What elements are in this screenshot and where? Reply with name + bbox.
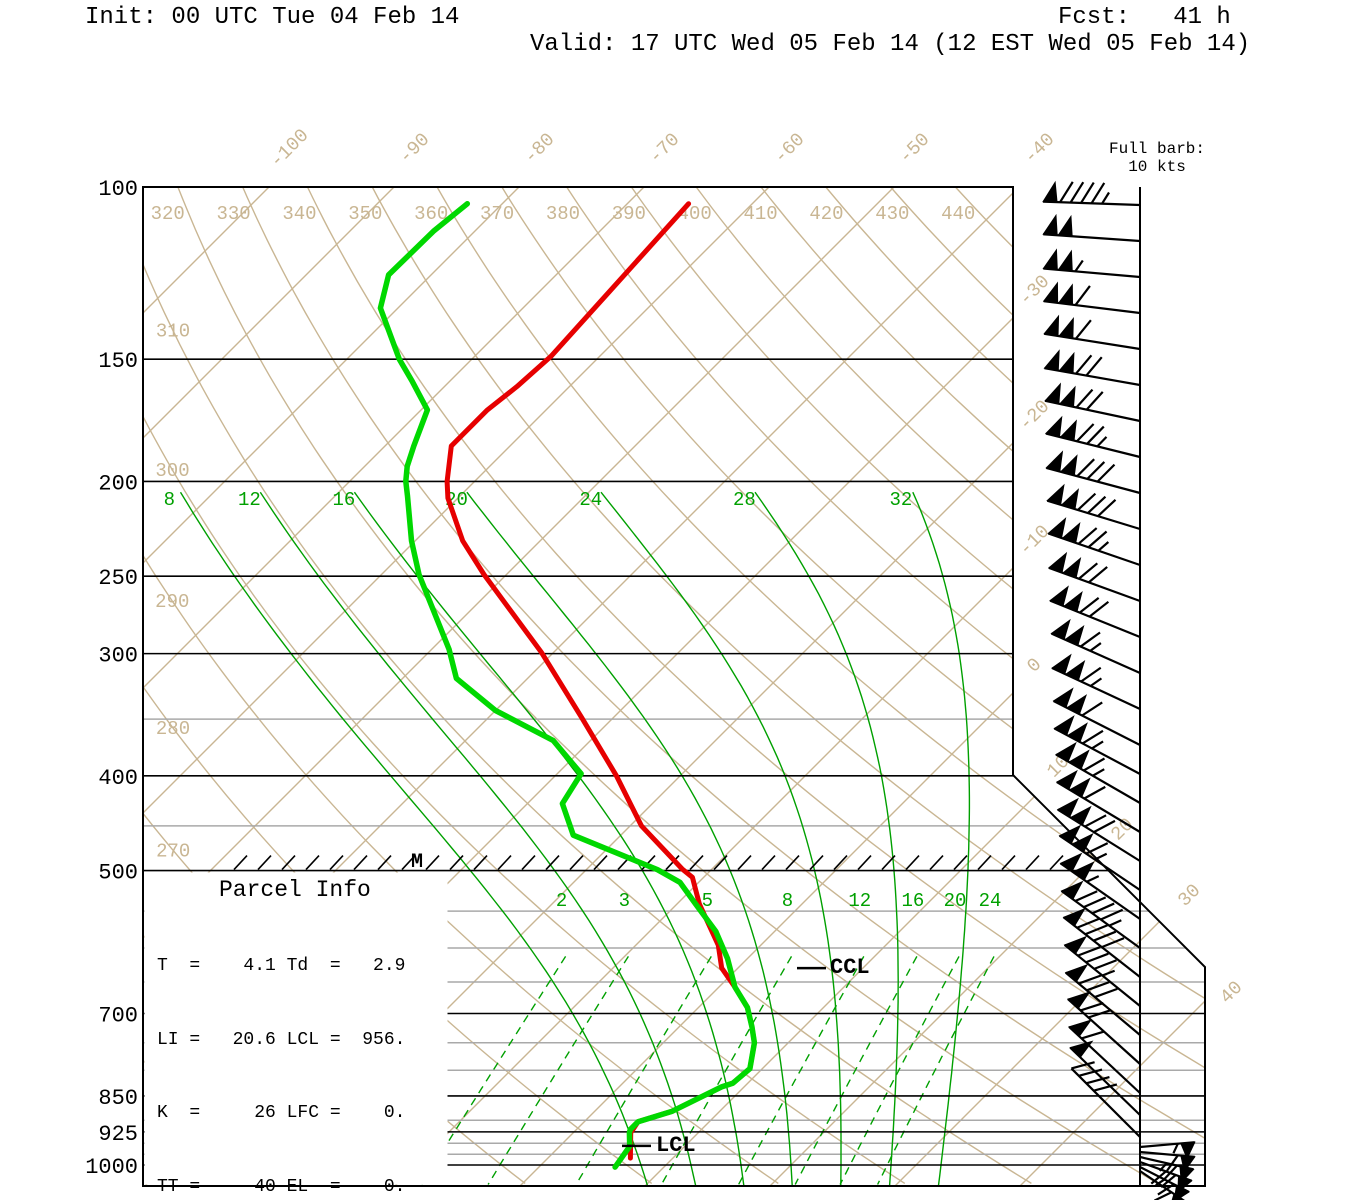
svg-text:250: 250 xyxy=(98,566,138,591)
svg-text:-70: -70 xyxy=(645,129,685,169)
svg-text:-100: -100 xyxy=(266,125,314,173)
svg-text:28: 28 xyxy=(733,489,756,511)
svg-text:430: 430 xyxy=(875,203,909,225)
svg-text:24: 24 xyxy=(979,890,1002,912)
svg-text:12: 12 xyxy=(848,890,871,912)
svg-text:32: 32 xyxy=(889,489,912,511)
svg-text:440: 440 xyxy=(941,203,975,225)
svg-text:420: 420 xyxy=(809,203,843,225)
svg-text:-90: -90 xyxy=(395,129,435,169)
svg-text:-80: -80 xyxy=(520,129,560,169)
svg-text:16: 16 xyxy=(901,890,924,912)
svg-text:700: 700 xyxy=(98,1004,138,1029)
svg-text:2: 2 xyxy=(556,890,567,912)
svg-text:16: 16 xyxy=(332,489,355,511)
barb-legend-line2: 10 kts xyxy=(1128,158,1186,176)
svg-text:400: 400 xyxy=(678,203,712,225)
svg-text:300: 300 xyxy=(98,644,138,669)
svg-text:340: 340 xyxy=(282,203,316,225)
svg-text:8: 8 xyxy=(782,890,793,912)
svg-text:20: 20 xyxy=(1107,814,1139,846)
init-time: Init: 00 UTC Tue 04 Feb 14 xyxy=(85,4,460,31)
svg-text:5: 5 xyxy=(702,890,713,912)
svg-text:-30: -30 xyxy=(1015,271,1055,311)
parcel-row-t-td: T = 4.1 Td = 2.9 xyxy=(157,956,406,977)
lcl-marker-label: LCL xyxy=(656,1132,696,1158)
svg-text:310: 310 xyxy=(156,321,190,343)
parcel-row-tt-el: TT = 40 EL = 0. xyxy=(157,1177,406,1198)
svg-text:925: 925 xyxy=(98,1122,138,1147)
svg-text:280: 280 xyxy=(156,718,190,740)
svg-text:40: 40 xyxy=(1216,977,1248,1009)
ccl-marker-label: CCL xyxy=(830,955,870,981)
svg-text:-40: -40 xyxy=(1020,129,1060,169)
parcel-row-k-lfc: K = 26 LFC = 0. xyxy=(157,1103,406,1124)
svg-text:380: 380 xyxy=(546,203,580,225)
svg-text:30: 30 xyxy=(1174,880,1206,912)
svg-text:20: 20 xyxy=(944,890,967,912)
wind-barb-legend: Full barb: 10 kts xyxy=(1092,140,1222,176)
svg-text:390: 390 xyxy=(612,203,646,225)
svg-text:290: 290 xyxy=(155,591,189,613)
forecast-hour: Fcst: 41 h xyxy=(1058,4,1231,31)
svg-text:300: 300 xyxy=(155,460,189,482)
svg-text:330: 330 xyxy=(216,203,250,225)
svg-text:320: 320 xyxy=(151,203,185,225)
parcel-info-title: Parcel Info xyxy=(219,877,371,903)
svg-text:24: 24 xyxy=(579,489,602,511)
svg-text:500: 500 xyxy=(98,861,138,886)
svg-text:3: 3 xyxy=(619,890,630,912)
valid-time: Valid: 17 UTC Wed 05 Feb 14 (12 EST Wed … xyxy=(530,31,1251,58)
svg-text:350: 350 xyxy=(348,203,382,225)
svg-text:850: 850 xyxy=(98,1086,138,1111)
svg-text:100: 100 xyxy=(98,177,138,202)
svg-text:270: 270 xyxy=(156,841,190,863)
svg-text:0: 0 xyxy=(1023,654,1047,678)
svg-text:-50: -50 xyxy=(895,129,935,169)
svg-text:-60: -60 xyxy=(770,129,810,169)
svg-text:400: 400 xyxy=(98,766,138,791)
svg-text:8: 8 xyxy=(164,489,175,511)
barb-legend-line1: Full barb: xyxy=(1108,140,1205,158)
svg-text:-10: -10 xyxy=(1015,521,1055,561)
m-marker-label: M xyxy=(411,850,424,874)
svg-text:370: 370 xyxy=(480,203,514,225)
svg-text:410: 410 xyxy=(743,203,777,225)
svg-text:1000: 1000 xyxy=(85,1155,138,1180)
svg-text:150: 150 xyxy=(98,349,138,374)
svg-text:360: 360 xyxy=(414,203,448,225)
parcel-info-panel: T = 4.1 Td = 2.9 LI = 20.6 LCL = 956. K … xyxy=(157,905,405,1200)
svg-text:200: 200 xyxy=(98,471,138,496)
svg-text:12: 12 xyxy=(238,489,261,511)
parcel-row-li-lcl: LI = 20.6 LCL = 956. xyxy=(157,1029,406,1050)
